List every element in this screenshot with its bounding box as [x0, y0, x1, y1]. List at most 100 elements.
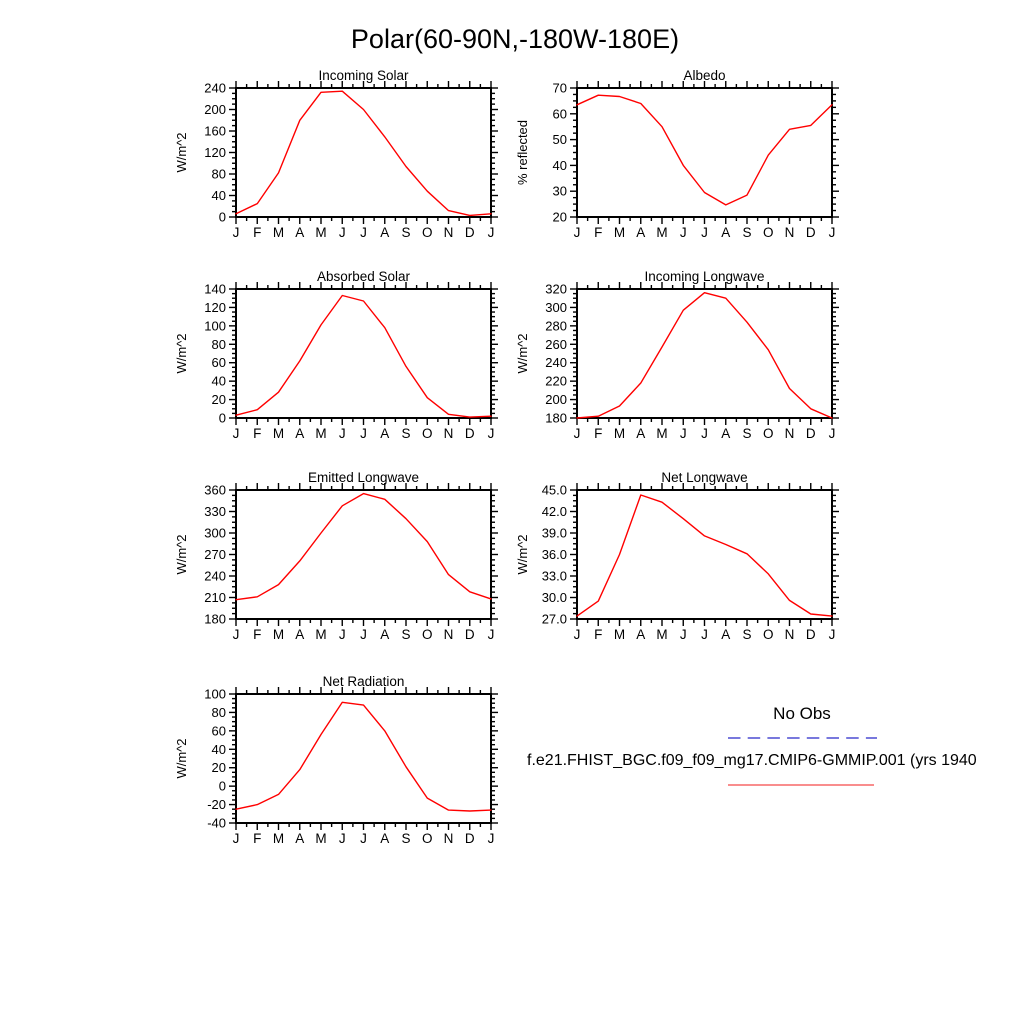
legend-model-solid-line [728, 784, 874, 786]
y-tick-label: 270 [204, 547, 226, 562]
x-tick-label: M [656, 225, 667, 240]
x-tick-label: A [380, 831, 389, 846]
panel-title: Emitted Longwave [308, 470, 419, 485]
x-tick-label: M [614, 426, 625, 441]
y-tick-label: -40 [207, 816, 226, 831]
x-tick-label: J [233, 831, 240, 846]
y-tick-label: 320 [545, 282, 567, 297]
x-tick-label: N [444, 831, 454, 846]
y-axis-label: W/m^2 [174, 738, 189, 778]
x-tick-label: S [742, 225, 751, 240]
y-axis-label: % reflected [515, 120, 530, 185]
x-tick-label: J [233, 426, 240, 441]
y-tick-label: 80 [212, 167, 226, 182]
series-line-emitted-longwave [235, 492, 492, 601]
x-tick-label: M [614, 225, 625, 240]
x-tick-label: A [295, 627, 304, 642]
plot-border [576, 288, 833, 419]
x-tick-label: J [233, 225, 240, 240]
y-tick-label: 140 [204, 282, 226, 297]
y-axis-label: W/m^2 [174, 534, 189, 574]
y-tick-label: 100 [204, 687, 226, 702]
x-tick-label: J [701, 627, 708, 642]
x-tick-label: J [488, 426, 495, 441]
x-tick-label: J [488, 627, 495, 642]
x-tick-label: M [656, 426, 667, 441]
x-tick-label: A [636, 426, 645, 441]
x-tick-label: M [614, 627, 625, 642]
x-tick-label: F [253, 225, 261, 240]
y-tick-label: 200 [545, 392, 567, 407]
y-axis-label: W/m^2 [515, 333, 530, 373]
series-line-incoming-longwave [576, 292, 833, 419]
legend-no-obs-label: No Obs [773, 704, 831, 723]
y-tick-label: 40 [553, 158, 567, 173]
series-line-incoming-solar [235, 90, 492, 217]
x-tick-label: M [315, 225, 326, 240]
y-tick-label: 42.0 [542, 504, 567, 519]
x-tick-label: N [785, 225, 795, 240]
x-tick-label: A [636, 627, 645, 642]
x-tick-label: S [401, 426, 410, 441]
x-tick-label: O [422, 225, 433, 240]
x-tick-label: J [574, 225, 581, 240]
x-tick-label: J [488, 831, 495, 846]
x-tick-label: M [315, 426, 326, 441]
x-tick-label: J [829, 426, 836, 441]
y-tick-label: 33.0 [542, 569, 567, 584]
x-tick-label: F [594, 225, 602, 240]
x-tick-label: D [806, 225, 816, 240]
y-tick-label: 240 [204, 81, 226, 96]
x-tick-label: J [574, 627, 581, 642]
x-tick-label: F [253, 831, 261, 846]
y-tick-label: 40 [212, 742, 226, 757]
x-tick-label: N [444, 225, 454, 240]
x-tick-label: J [701, 225, 708, 240]
y-tick-label: 300 [545, 300, 567, 315]
y-tick-label: 60 [212, 355, 226, 370]
y-tick-label: 240 [545, 355, 567, 370]
x-tick-label: J [339, 225, 346, 240]
x-tick-label: J [701, 426, 708, 441]
y-tick-label: 60 [212, 723, 226, 738]
x-tick-label: D [465, 831, 475, 846]
x-tick-label: J [339, 627, 346, 642]
x-tick-label: J [360, 831, 367, 846]
x-tick-label: F [253, 426, 261, 441]
plot-border [235, 489, 492, 620]
series-line-albedo [576, 94, 833, 206]
y-tick-label: 200 [204, 102, 226, 117]
x-tick-label: J [488, 225, 495, 240]
y-tick-label: -20 [207, 797, 226, 812]
series-line-absorbed-solar [235, 294, 492, 418]
plot-border [235, 693, 492, 824]
y-tick-label: 30.0 [542, 590, 567, 605]
x-tick-label: M [315, 831, 326, 846]
x-tick-label: A [295, 225, 304, 240]
x-tick-label: S [742, 627, 751, 642]
y-tick-label: 60 [553, 106, 567, 121]
legend-no-obs-dashed-line [728, 737, 877, 739]
figure-title: Polar(60-90N,-180W-180E) [350, 24, 680, 54]
legend-model-label: f.e21.FHIST_BGC.f09_f09_mg17.CMIP6-GMMIP… [527, 752, 977, 769]
x-tick-label: J [360, 225, 367, 240]
x-tick-label: O [422, 831, 433, 846]
panel-net-longwave: 27.030.033.036.039.042.045.0J F M A M J J A S O N D… [515, 470, 839, 642]
y-tick-label: 180 [204, 612, 226, 627]
y-tick-label: 0 [219, 779, 226, 794]
x-tick-label: J [574, 426, 581, 441]
y-tick-label: 260 [545, 337, 567, 352]
series-line-net-radiation [235, 701, 492, 812]
y-tick-label: 0 [219, 411, 226, 426]
plot-border [576, 489, 833, 620]
y-tick-label: 80 [212, 705, 226, 720]
x-tick-label: J [680, 627, 687, 642]
x-tick-label: N [444, 627, 454, 642]
x-tick-label: F [594, 426, 602, 441]
x-tick-label: A [380, 627, 389, 642]
x-tick-label: M [273, 426, 284, 441]
